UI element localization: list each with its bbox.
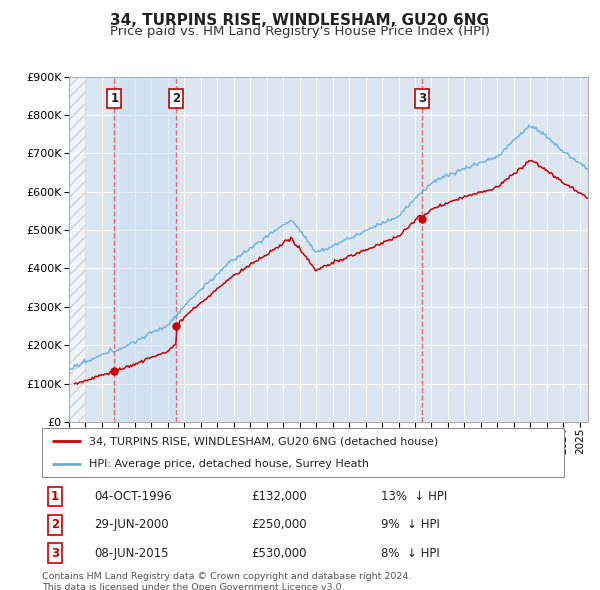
Text: 9%  ↓ HPI: 9% ↓ HPI [382,518,440,532]
Text: 2: 2 [172,92,180,105]
Text: 29-JUN-2000: 29-JUN-2000 [94,518,169,532]
Text: £530,000: £530,000 [251,546,307,559]
Text: £250,000: £250,000 [251,518,307,532]
Text: HPI: Average price, detached house, Surrey Heath: HPI: Average price, detached house, Surr… [89,458,369,468]
Text: £132,000: £132,000 [251,490,307,503]
Text: 13%  ↓ HPI: 13% ↓ HPI [382,490,448,503]
Text: 1: 1 [110,92,118,105]
Text: Price paid vs. HM Land Registry's House Price Index (HPI): Price paid vs. HM Land Registry's House … [110,25,490,38]
Text: 1: 1 [51,490,59,503]
Text: 3: 3 [418,92,426,105]
Bar [69,77,85,422]
Text: 34, TURPINS RISE, WINDLESHAM, GU20 6NG: 34, TURPINS RISE, WINDLESHAM, GU20 6NG [110,13,490,28]
Text: Contains HM Land Registry data © Crown copyright and database right 2024.
This d: Contains HM Land Registry data © Crown c… [42,572,412,590]
Text: 8%  ↓ HPI: 8% ↓ HPI [382,546,440,559]
Text: 3: 3 [51,546,59,559]
Bar [115,77,176,422]
Text: 04-OCT-1996: 04-OCT-1996 [94,490,172,503]
Text: 08-JUN-2015: 08-JUN-2015 [94,546,169,559]
Text: 2: 2 [51,518,59,532]
Text: 34, TURPINS RISE, WINDLESHAM, GU20 6NG (detached house): 34, TURPINS RISE, WINDLESHAM, GU20 6NG (… [89,437,438,447]
